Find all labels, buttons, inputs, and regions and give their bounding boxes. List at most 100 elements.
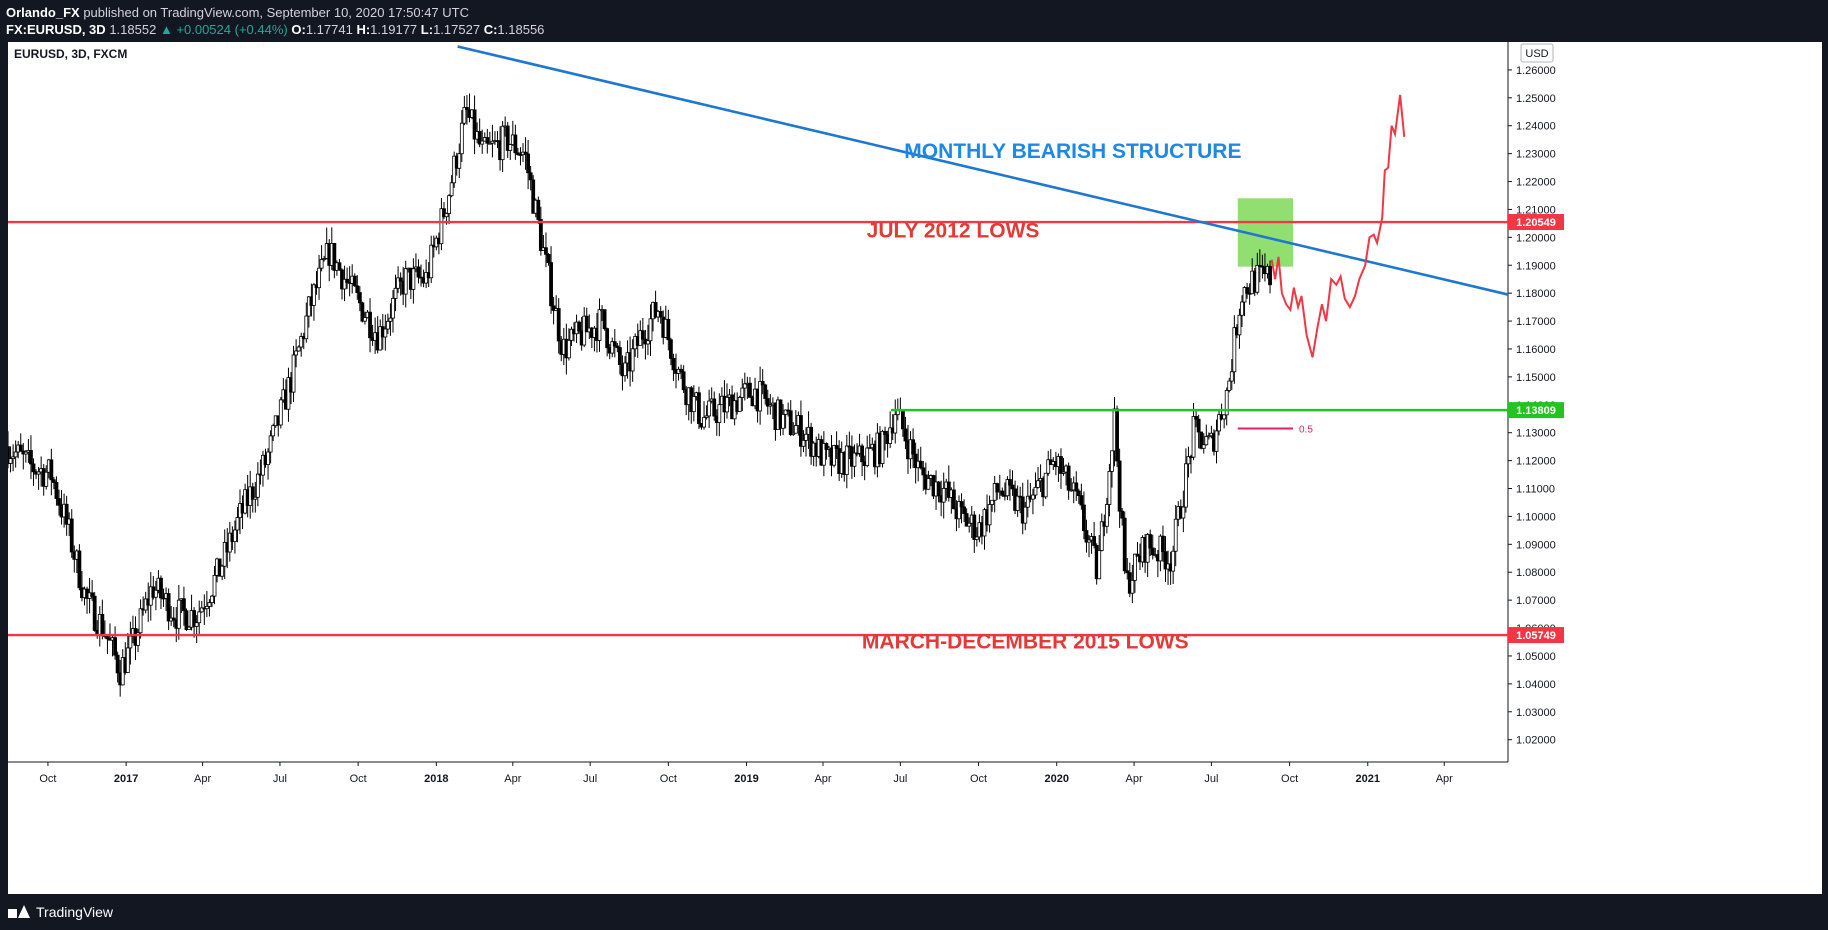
- candle-body: [1033, 486, 1038, 496]
- x-tick-label: Oct: [1281, 773, 1298, 785]
- candle-body: [8, 458, 13, 464]
- candle-body: [227, 532, 232, 553]
- candle-body: [697, 392, 701, 424]
- candle-body: [666, 318, 671, 341]
- candle-body: [204, 606, 209, 610]
- x-tick-label: Jul: [273, 773, 287, 785]
- candle-body: [821, 443, 826, 466]
- open-label: O:: [291, 22, 306, 37]
- candle-body: [671, 357, 676, 371]
- candle-body: [278, 399, 283, 426]
- candle-body: [416, 266, 421, 278]
- candle-body: [1204, 436, 1209, 446]
- price-chart[interactable]: EURUSD, 3D, FXCM USD 1.02000 1.03000 1.04000…: [8, 42, 1822, 894]
- candle-body: [832, 445, 836, 466]
- price-change: ▲ +0.00524 (+0.44%): [159, 22, 288, 37]
- x-tick-label: Apr: [504, 773, 521, 785]
- candle-body: [901, 409, 905, 430]
- candle-body: [1008, 479, 1012, 486]
- candle-body: [921, 467, 926, 476]
- candle-body: [322, 258, 327, 260]
- candle-body: [500, 125, 505, 161]
- candle-body: [429, 244, 434, 279]
- candle-body: [92, 595, 97, 631]
- candle-body: [304, 315, 309, 340]
- candle-body: [1268, 265, 1272, 286]
- candle-body: [597, 309, 602, 341]
- candle-body: [1023, 506, 1028, 524]
- low-value: 1.17527: [433, 22, 481, 37]
- candle-body: [679, 368, 683, 373]
- candle-body: [691, 396, 696, 413]
- candle-body: [1104, 504, 1109, 527]
- x-tick-label: Apr: [814, 773, 831, 785]
- candle-body: [1217, 414, 1221, 432]
- x-tick-label: Apr: [1436, 773, 1453, 785]
- candle-body: [184, 610, 189, 630]
- candle-body: [332, 243, 337, 271]
- chart-area[interactable]: EURUSD, 3D, FXCM USD 1.02000 1.03000 1.04000…: [8, 42, 1822, 894]
- candle-body: [153, 589, 158, 598]
- candle-body: [449, 182, 454, 197]
- candle-body: [1173, 518, 1178, 552]
- candle-body: [1087, 539, 1091, 543]
- candle-body: [612, 341, 617, 347]
- candle-body: [1150, 547, 1155, 556]
- symbol-info: FX:EURUSD, 3D 1.18552 ▲ +0.00524 (+0.44%…: [6, 22, 544, 37]
- y-tick-label: 1.19000: [1516, 260, 1556, 272]
- candle-body: [610, 341, 615, 354]
- x-tick-label: Apr: [1125, 773, 1142, 785]
- y-tick-label: 1.13000: [1516, 428, 1556, 440]
- candle-body: [49, 459, 54, 481]
- candle-body: [1245, 287, 1249, 294]
- candle-body: [192, 610, 197, 627]
- candle-body: [1191, 416, 1196, 458]
- candle-body: [485, 137, 490, 144]
- candle-body: [551, 305, 556, 311]
- candle-body: [194, 622, 199, 627]
- candle-body: [1184, 463, 1188, 508]
- candle-body: [1005, 479, 1010, 497]
- candle-body: [602, 309, 607, 330]
- candle-body: [951, 489, 956, 510]
- candle-body: [261, 454, 265, 476]
- candle-body: [926, 478, 931, 490]
- candle-body: [936, 481, 941, 497]
- candle-body: [128, 635, 133, 649]
- candle-body: [54, 482, 59, 499]
- candle-body: [477, 131, 482, 145]
- high-value: 1.19177: [370, 22, 418, 37]
- candle-body: [793, 425, 798, 434]
- tradingview-logo[interactable]: TradingView: [8, 904, 113, 920]
- level-price-label: 1.20549: [1516, 217, 1556, 229]
- candle-body: [360, 302, 365, 322]
- candle-body: [90, 592, 95, 597]
- candle-body: [447, 195, 451, 214]
- candle-body: [36, 471, 41, 475]
- candle-body: [617, 347, 622, 365]
- candle-body: [388, 317, 393, 322]
- candle-body: [584, 315, 589, 333]
- candle-body: [1074, 482, 1079, 492]
- author-name[interactable]: Orlando_FX: [6, 5, 80, 20]
- candle-body: [809, 426, 814, 457]
- candle-body: [1199, 431, 1204, 449]
- candle-body: [490, 140, 495, 144]
- candle-body: [865, 447, 870, 466]
- level-price-tag: [1508, 402, 1564, 419]
- candle-body: [1061, 471, 1066, 474]
- candle-body: [717, 404, 722, 423]
- header-bar: Orlando_FX published on TradingView.com,…: [0, 0, 1828, 40]
- candle-body: [250, 486, 255, 500]
- candle-body: [1163, 551, 1168, 570]
- candle-body: [852, 452, 857, 467]
- candle-body: [681, 371, 686, 391]
- x-tick-label: Jul: [893, 773, 907, 785]
- currency-badge: [1520, 43, 1554, 63]
- y-tick-label: 1.05000: [1516, 651, 1556, 663]
- candle-body: [1043, 472, 1048, 498]
- candle-body: [159, 577, 163, 599]
- candle-body: [758, 381, 763, 412]
- y-tick-label: 1.16000: [1516, 344, 1556, 356]
- candle-body: [957, 501, 961, 520]
